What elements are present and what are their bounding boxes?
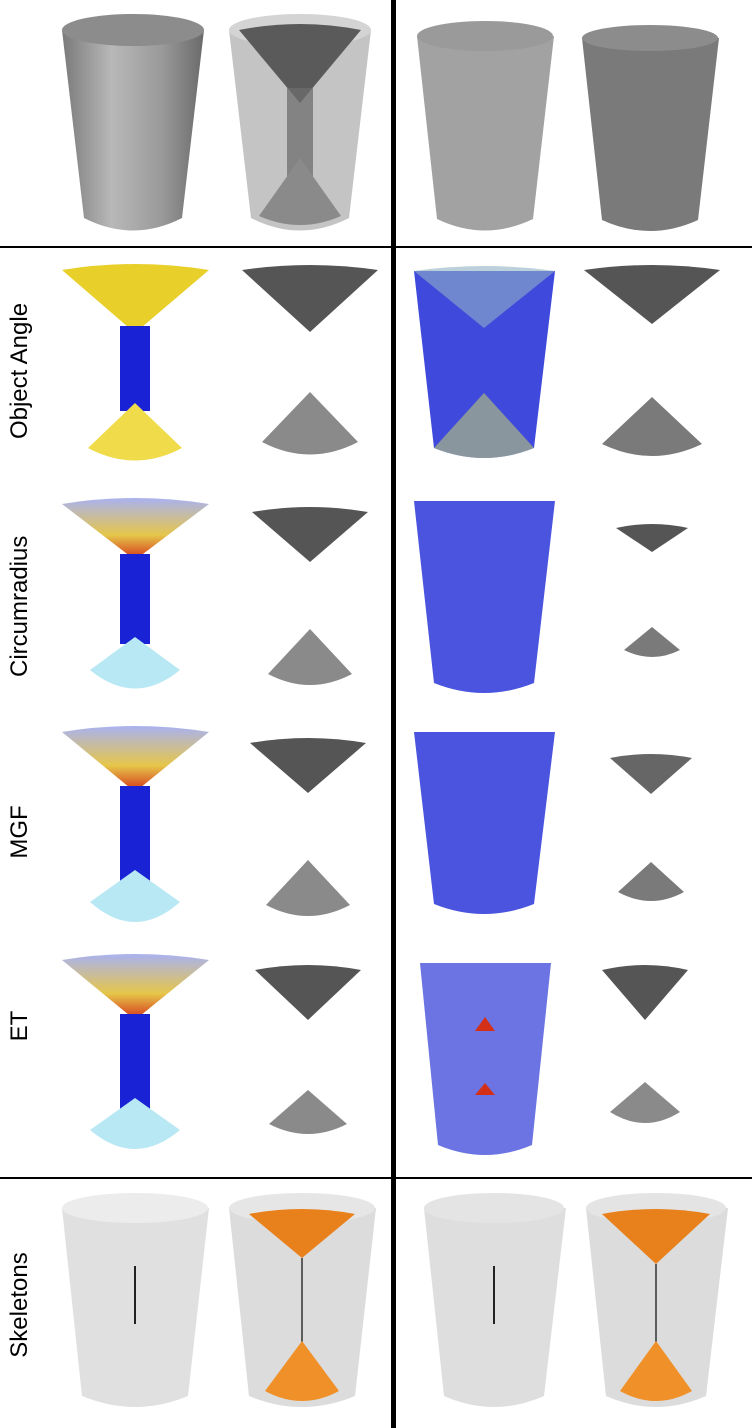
et-cones-smooth: [255, 965, 361, 1134]
skeleton-cones-smooth: [229, 1193, 376, 1407]
mgf-cones-noisy: [610, 754, 692, 901]
smooth-cylinder: [62, 14, 204, 231]
divider-center: [391, 0, 396, 1428]
object-angle-cones-noisy: [584, 265, 720, 456]
row-label-skeletons: Skeletons: [6, 1252, 33, 1358]
skeleton-line-noisy: [424, 1193, 566, 1407]
row-label-et: ET: [6, 1010, 33, 1042]
mgf-heatmap-noisy: [414, 732, 555, 914]
divider-bottom: [0, 1177, 752, 1179]
circumradius-heatmap-smooth: [62, 498, 209, 689]
cylinder-cutaway: [229, 14, 371, 231]
object-angle-heatmap-smooth: [62, 264, 209, 461]
object-angle-cones-smooth: [242, 265, 378, 455]
object-angle-heatmap-noisy: [414, 266, 555, 458]
mgf-heatmap-smooth: [62, 726, 209, 922]
et-cones-noisy: [602, 965, 688, 1123]
circumradius-cones-noisy: [616, 524, 688, 657]
row-label-circumradius: Circumradius: [6, 535, 33, 677]
et-heatmap-noisy: [420, 963, 551, 1155]
noisy-cylinder-inner: [582, 25, 719, 231]
row-label-mgf: MGF: [6, 805, 33, 859]
mgf-cones-smooth: [250, 738, 366, 916]
et-heatmap-smooth: [62, 954, 209, 1149]
circumradius-heatmap-noisy: [414, 501, 555, 693]
circumradius-cones-smooth: [252, 507, 368, 685]
skeleton-line-smooth: [62, 1193, 209, 1407]
divider-top: [0, 246, 752, 248]
row-label-object-angle: Object Angle: [6, 302, 33, 440]
skeleton-cones-noisy: [586, 1193, 728, 1407]
noisy-cylinder: [417, 21, 554, 231]
